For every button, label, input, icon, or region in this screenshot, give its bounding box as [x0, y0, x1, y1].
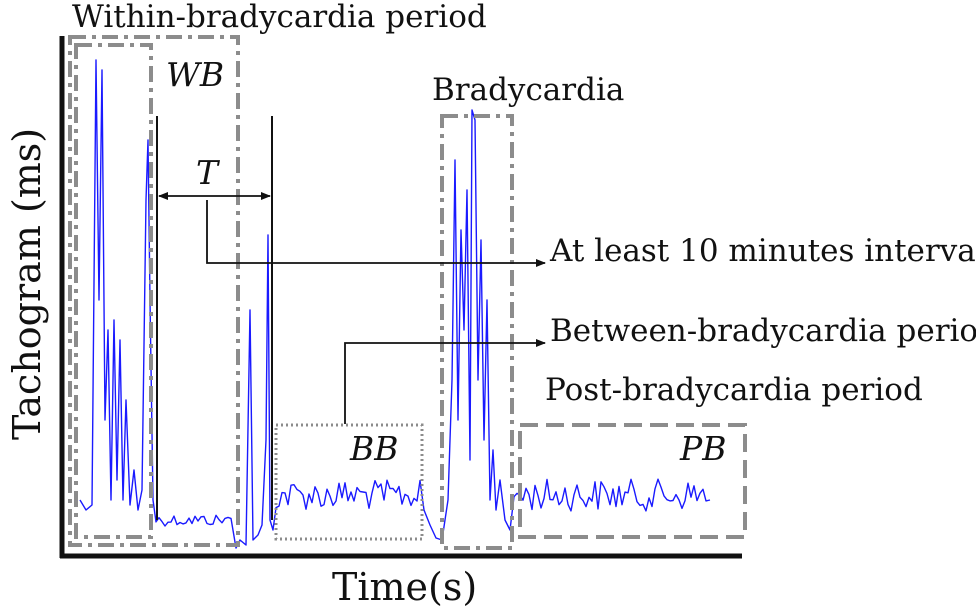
between-bradycardia-label: Between-bradycardia period — [550, 313, 976, 349]
wb-label: WB — [166, 55, 224, 94]
within-bradycardia-box — [68, 35, 240, 547]
bradycardia-label: Bradycardia — [432, 72, 624, 108]
within-bradycardia-label: Within-bradycardia period — [72, 0, 487, 35]
x-axis-title: Time(s) — [332, 565, 477, 609]
interval-connector — [206, 200, 546, 267]
between-connector — [344, 339, 546, 424]
post-bradycardia-box — [518, 423, 747, 539]
post-bradycardia-label: Post-bradycardia period — [545, 372, 923, 408]
interval-label: At least 10 minutes interval — [549, 233, 976, 269]
y-axis-title: Tachogram (ms) — [5, 128, 49, 440]
between-bradycardia-box — [274, 423, 424, 541]
first-bradycardia-box — [74, 43, 153, 539]
bradycardia-box — [440, 114, 514, 550]
tachogram-signal — [79, 59, 711, 549]
bb-label: BB — [349, 429, 399, 468]
pb-label: PB — [679, 429, 726, 468]
t-label: T — [196, 153, 221, 192]
